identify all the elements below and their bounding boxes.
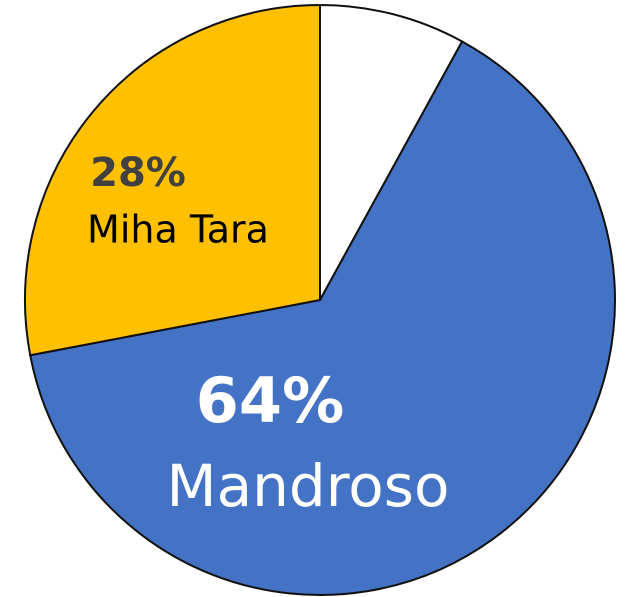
- pie-slice: [24, 3, 321, 357]
- pie-slice: [29, 40, 616, 596]
- pie-slice: [319, 3, 464, 301]
- slice-category-label: Miha Tara: [87, 208, 269, 252]
- slice-value-label: 64%: [196, 364, 344, 437]
- slice-value-label: 28%: [90, 150, 186, 196]
- slice-category-label: Mandroso: [167, 452, 450, 520]
